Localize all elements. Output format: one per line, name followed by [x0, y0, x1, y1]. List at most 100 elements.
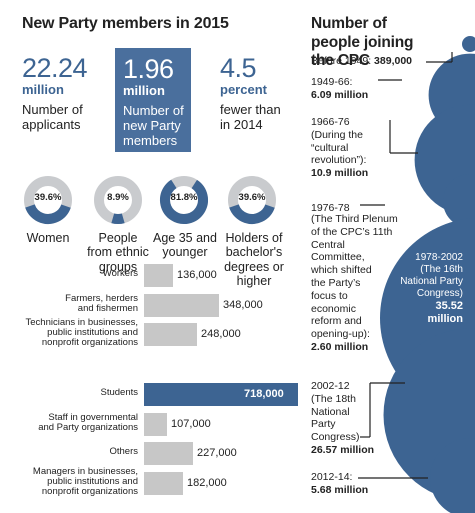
big-bubble-label: 1978-2002 (The 16th National Party Congress…	[385, 252, 463, 326]
period-line: (The Third Plenum	[311, 213, 398, 225]
bar-category-label: Staff in governmental and Party organizat…	[38, 413, 138, 433]
bar	[144, 472, 183, 495]
period-value: 10.9 million	[311, 167, 369, 180]
period-line: 1976-78	[311, 202, 350, 214]
bar-category-line: and Party organizations	[38, 421, 138, 433]
period-value: 2.60 million	[311, 340, 369, 353]
period-line: revolution”):	[311, 154, 367, 167]
donut-arc-women	[24, 176, 72, 224]
bubble-before-1949	[462, 36, 475, 52]
bar-value-label: 248,000	[201, 328, 241, 340]
bar-category-line: Technicians in businesses,	[25, 317, 138, 328]
bubble-chart	[358, 36, 475, 513]
bar-value-label: 182,000	[187, 477, 227, 489]
bar-category-label: Managers in businesses, public institutio…	[33, 467, 138, 497]
period-line: “cultural	[311, 141, 349, 154]
big-bubble-unit: million	[427, 313, 463, 326]
bar-category-line: and fishermen	[77, 302, 138, 314]
stat-value: 1.96	[123, 54, 174, 84]
bar	[144, 413, 167, 436]
bar-category-line: Managers in businesses,	[32, 466, 138, 477]
bar-category-label: Students	[101, 388, 139, 398]
period-line: focus to	[311, 289, 348, 302]
big-bubble-line: National Party	[400, 276, 463, 287]
bar-category-label: Workers	[103, 269, 138, 279]
period-label: Before 1949: 389,000	[311, 55, 412, 68]
period-label: 1976-78	[311, 202, 350, 215]
period-line: of the CPC’s 11th	[311, 225, 393, 238]
period-label: 2012-14: 5.68 million	[311, 471, 368, 497]
bar	[144, 323, 197, 346]
bar-category-line: Others	[109, 446, 138, 457]
stat-desc: Number of new Party members	[123, 103, 184, 148]
stat-desc: fewer than in 2014	[220, 102, 281, 132]
bar	[144, 383, 298, 406]
bar-category-line: nonprofit organizations	[41, 485, 138, 497]
period-line: Committee,	[311, 251, 365, 264]
bar-category-line: public institutions and	[47, 475, 138, 487]
bar-value-label: 718,000	[244, 388, 284, 400]
stat-applicants: 22.24 million Number of applicants	[22, 55, 112, 133]
stat-desc: Number of applicants	[22, 102, 83, 132]
big-bubble-value: 35.52	[435, 300, 463, 312]
donut-label-degree: 39.6%	[238, 192, 266, 203]
period-line: 1966-76	[311, 116, 350, 128]
period-label: 2002-12 (The 18th National Party Congress) 26…	[311, 380, 374, 457]
period-line: (During the	[311, 128, 363, 141]
period-line: reform and	[311, 315, 362, 328]
stat-value: 22.24	[22, 53, 88, 83]
bar-value-label: 107,000	[171, 418, 211, 430]
period-name: Before 1949:	[311, 55, 375, 67]
period-label: (The Third Plenum of the CPC’s 11th Centra…	[311, 213, 398, 354]
period-line: opening-up):	[311, 328, 370, 341]
bar-category-line: public institutions and	[47, 326, 138, 338]
period-value: 6.09 million	[311, 88, 369, 101]
big-bubble-value-row: 35.52	[385, 300, 463, 313]
bar-category-line: Workers	[102, 268, 138, 279]
period-value: 26.57 million	[311, 443, 375, 456]
stat-unit: million	[22, 82, 64, 97]
big-bubble-line: (The 16th	[420, 264, 463, 275]
bar-value-label: 348,000	[223, 299, 263, 311]
donut-caption-degree: Holders of bachelor's degrees or higher	[224, 231, 284, 289]
period-line: 2002-12	[311, 380, 350, 392]
period-line: Congress)	[311, 431, 360, 444]
bubble-2012-14	[430, 438, 475, 513]
big-bubble-unit-row: million	[385, 313, 463, 326]
stat-decrease: 4.5 percent fewer than in 2014	[220, 55, 300, 133]
bar-category-label: Others	[109, 447, 138, 457]
big-bubble-line: 1978-2002	[415, 252, 463, 263]
bar	[144, 294, 219, 317]
donut-charts	[24, 176, 276, 225]
bar-category-line: Students	[100, 387, 139, 398]
bar-category-line: nonprofit organizations	[41, 336, 138, 348]
bar-value-label: 227,000	[197, 447, 237, 459]
bar	[144, 264, 173, 287]
donut-label-age: 81.8%	[170, 192, 198, 203]
stat-unit: percent	[220, 82, 267, 97]
right-title: Number of people joining the CPC	[311, 15, 414, 70]
left-title: New Party members in 2015	[22, 15, 229, 32]
donut-caption-women: Women	[26, 231, 70, 245]
stat-unit: million	[123, 83, 165, 98]
stat-value: 4.5	[220, 53, 257, 83]
period-line: Central	[311, 238, 345, 251]
period-line: (The 18th	[311, 392, 356, 405]
bubble-1976-78	[442, 173, 475, 229]
bar-category-label: Technicians in businesses, public institu…	[26, 318, 138, 348]
period-line: which shifted	[311, 264, 372, 277]
period-line: 1949-66:	[311, 76, 353, 88]
period-line: economic	[311, 302, 356, 315]
stat-new-members: 1.96 million Number of new Party members	[115, 48, 191, 152]
bar	[144, 442, 193, 465]
bar-category-label: Farmers, herders and fishermen	[65, 294, 138, 314]
period-label: 1966-76 (During the “cultural revolution”):…	[311, 116, 368, 180]
donut-label-ethnic: 8.9%	[107, 192, 129, 203]
donut-arc-ethnic	[94, 176, 142, 224]
bar-value-label: 136,000	[177, 269, 217, 281]
donut-arc-degree	[228, 176, 276, 224]
period-line: Party	[311, 418, 336, 431]
big-bubble-line: Congress)	[416, 288, 463, 299]
donut-label-women: 39.6%	[34, 192, 62, 203]
